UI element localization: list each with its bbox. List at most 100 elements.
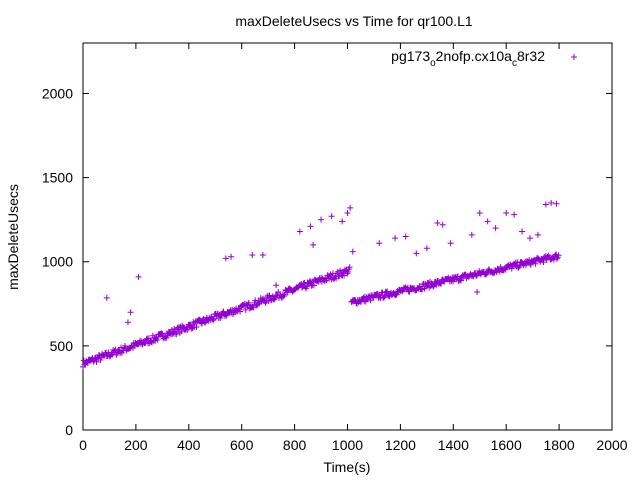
x-axis-ticks: 0 200 400 600 800 1000 1200 1400 1600 1800 2000 [79,43,628,453]
data-point [457,277,464,284]
data-point [416,283,423,290]
x-tick-label: 800 [283,437,307,453]
data-point [553,200,560,207]
data-point [303,283,310,290]
data-point [245,301,252,308]
y-tick-label: 500 [50,338,74,354]
x-tick-label: 200 [124,437,148,453]
data-point [97,356,104,363]
data-point [346,264,353,271]
data-point [93,358,100,365]
data-point [127,309,134,316]
data-point [450,278,457,285]
data-point [178,328,185,335]
data-point [281,291,288,298]
data-point [299,284,306,291]
data-point [275,288,282,295]
data-point [310,282,317,289]
y-axis-ticks: 0 500 1000 1500 2000 [42,85,612,438]
legend-label-part: 2nofp.cx10a [436,48,512,64]
data-point [542,201,549,208]
y-tick-label: 1000 [42,254,73,270]
data-point [187,321,194,328]
legend-label-subscript: c [512,58,517,69]
data-point [381,294,388,301]
data-point [222,255,229,262]
data-point [184,326,191,333]
data-point [508,265,515,272]
x-tick-label: 600 [230,437,254,453]
y-tick-label: 2000 [42,85,73,101]
data-point [392,235,399,242]
data-point [154,336,161,343]
data-point [237,308,244,315]
data-point [103,294,110,301]
data-point [483,271,490,278]
data-point [347,204,354,211]
data-point [124,319,131,326]
data-point [413,250,420,257]
data-point [474,289,481,296]
data-point [430,283,437,290]
data-point [384,288,391,295]
data-point [492,225,499,232]
data-point [335,273,342,280]
data-point [550,256,557,263]
data-point [511,211,518,218]
data-point [135,273,142,280]
x-axis-label: Time(s) [324,459,371,475]
data-point [532,260,539,267]
data-point [344,209,351,216]
plot-area-border [82,42,613,431]
data-point [339,218,346,225]
data-point [266,292,273,299]
data-point [273,282,280,289]
data-point [383,289,390,296]
data-point [484,218,491,225]
legend: pg173o2nofp.cx10ac8r32 [391,48,577,69]
legend-label-part: 8r32 [517,48,545,64]
x-tick-label: 1000 [332,437,363,453]
legend-label-part: pg173 [391,48,430,64]
data-point [259,252,266,259]
data-point [476,209,483,216]
data-point [438,280,445,287]
data-point [527,261,534,268]
data-point [534,231,541,238]
data-point [434,220,441,227]
data-point [540,259,547,266]
data-point [519,228,526,235]
data-point [345,269,352,276]
data-point [210,317,217,324]
data-point [249,252,256,259]
data-point [468,231,475,238]
x-tick-label: 400 [177,437,201,453]
data-point [341,272,348,279]
legend-label: pg173o2nofp.cx10ac8r32 [391,48,545,69]
data-point [439,221,446,228]
data-point [262,299,269,306]
data-point [296,228,303,235]
data-point [515,264,522,271]
data-point [454,273,461,280]
data-point [284,289,291,296]
legend-marker [571,54,577,60]
chart-title: maxDeleteUsecs vs Time for qr100.L1 [235,13,473,29]
x-tick-label: 1400 [438,437,469,453]
data-point [173,331,180,338]
x-tick-label: 0 [79,437,87,453]
legend-marker-glyph [571,54,577,60]
data-point [242,306,249,313]
data-point [503,209,510,216]
data-point [318,216,325,223]
x-tick-label: 1200 [385,437,416,453]
data-point [553,255,560,262]
data-point [307,223,314,230]
y-axis-label: maxDeleteUsecs [5,184,21,290]
data-point [252,297,259,304]
y-tick-label: 0 [65,422,73,438]
data-point [548,199,555,206]
data-point [202,319,209,326]
data-point [376,240,383,247]
